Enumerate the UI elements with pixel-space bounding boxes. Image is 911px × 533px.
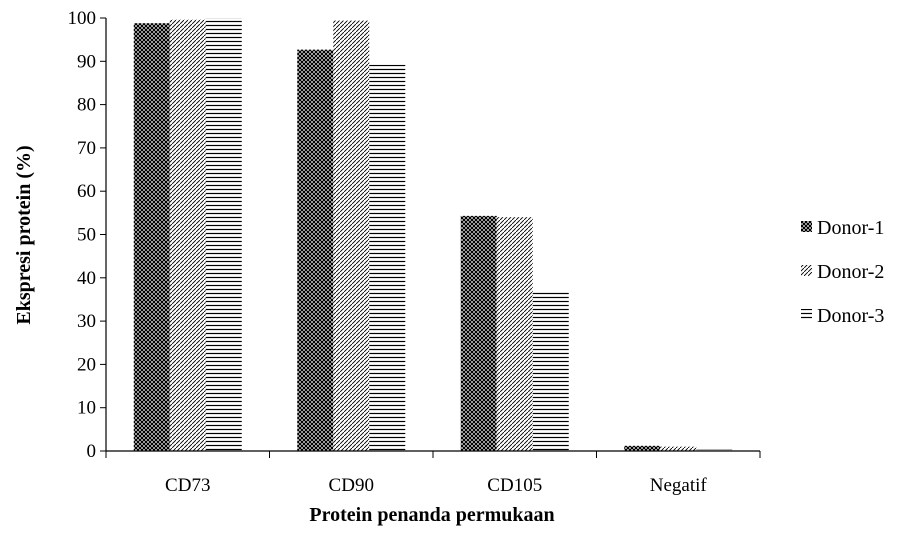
legend: Donor-1 Donor-2 Donor-3 xyxy=(801,217,884,327)
x-tick-label: CD73 xyxy=(165,475,210,496)
bars-layer xyxy=(133,18,733,452)
x-tick-label: CD105 xyxy=(487,475,542,496)
bar-donor-3-cd73 xyxy=(205,18,242,451)
bar-donor-2-cd90 xyxy=(333,20,370,452)
bar-donor-3-negatif xyxy=(696,449,733,451)
bar-donor-3-cd90 xyxy=(369,64,406,451)
bar-donor-2-negatif xyxy=(660,446,697,451)
x-axis: CD73 CD90 CD105 Negatif xyxy=(105,451,761,496)
legend-label: Donor-2 xyxy=(817,261,884,283)
y-tick-label: 60 xyxy=(77,181,96,202)
y-tick-label: 70 xyxy=(77,138,96,159)
legend-label: Donor-1 xyxy=(817,217,884,239)
y-tick-label: 90 xyxy=(77,51,96,72)
legend-swatch-donor-1 xyxy=(801,221,812,232)
bar-donor-2-cd105 xyxy=(496,217,533,451)
y-tick-label: 30 xyxy=(77,311,96,332)
bar-donor-1-negatif xyxy=(624,445,661,451)
bar-donor-1-cd105 xyxy=(460,215,497,451)
y-tick-label: 100 xyxy=(68,8,97,29)
x-tick-label: Negatif xyxy=(650,475,708,496)
bar-donor-1-cd73 xyxy=(133,23,170,452)
bar-donor-2-cd73 xyxy=(169,19,206,452)
axes-lines xyxy=(105,18,760,452)
legend-swatch-donor-3 xyxy=(801,309,812,320)
y-tick-label: 80 xyxy=(77,95,96,116)
y-axis: 0 10 20 30 40 50 60 70 80 90 100 xyxy=(68,8,106,462)
x-axis-title: Protein penanda permukaan xyxy=(309,504,554,526)
y-tick-label: 0 xyxy=(87,441,97,462)
legend-label: Donor-3 xyxy=(817,305,884,327)
x-tick-label: CD90 xyxy=(329,475,374,496)
legend-swatch-donor-2 xyxy=(801,265,812,276)
bar-donor-3-cd105 xyxy=(532,291,569,451)
y-axis-title: Ekspresi protein (%) xyxy=(13,145,35,324)
bar-donor-1-cd90 xyxy=(297,49,334,451)
y-tick-label: 50 xyxy=(77,225,96,246)
y-tick-label: 10 xyxy=(77,398,96,419)
y-tick-label: 20 xyxy=(77,354,96,375)
y-tick-label: 40 xyxy=(77,268,96,289)
